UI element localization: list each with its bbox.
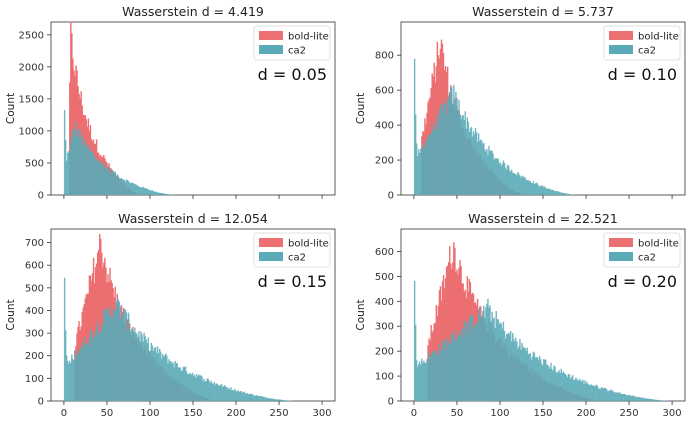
x-tick-label: 150 (183, 408, 202, 419)
chart-title: Wasserstein d = 5.737 (472, 4, 614, 19)
y-axis-label: Count (5, 93, 17, 124)
subplot-1: 0 500 1000 1500 2000 2500 Count Wasserstein d =… (5, 4, 335, 202)
y-tick-label: 600 (375, 247, 394, 258)
y-tick-label: 0 (38, 191, 44, 202)
x-tick-label: 200 (576, 408, 595, 419)
y-tick-label: 0 (388, 191, 394, 202)
y-axis-label: Count (5, 299, 17, 330)
y-tick-label: 300 (25, 329, 44, 340)
legend: bold-lite ca2 (604, 233, 680, 267)
y-tick-label: 1000 (19, 126, 44, 137)
y-tick-label: 500 (375, 272, 394, 283)
x-tick-label: 0 (411, 408, 417, 419)
x-tick-label: 100 (140, 408, 159, 419)
x-tick-label: 100 (490, 408, 509, 419)
y-tick-label: 200 (25, 351, 44, 362)
y-tick-label: 2500 (19, 30, 44, 41)
y-tick-label: 100 (375, 372, 394, 383)
y-tick-label: 200 (375, 156, 394, 167)
y-tick-label: 400 (25, 306, 44, 317)
legend: bold-lite ca2 (604, 26, 680, 60)
legend-label: ca2 (638, 46, 656, 57)
y-axis-label: Count (355, 93, 367, 124)
x-tick-label: 250 (620, 408, 639, 419)
y-tick-label: 600 (25, 261, 44, 272)
annotation: d = 0.15 (258, 272, 327, 291)
y-tick-label: 0 (38, 397, 44, 408)
y-tick-label: 600 (375, 86, 394, 97)
y-tick-label: 400 (375, 121, 394, 132)
y-tick-label: 400 (375, 297, 394, 308)
x-tick-label: 300 (663, 408, 682, 419)
legend-swatch (259, 252, 283, 261)
legend-swatch (259, 45, 283, 54)
legend-label: bold-lite (288, 239, 329, 250)
x-tick-label: 150 (533, 408, 552, 419)
y-tick-label: 500 (25, 283, 44, 294)
y-tick-label: 800 (375, 51, 394, 62)
annotation: d = 0.20 (608, 272, 677, 291)
legend-label: bold-lite (288, 32, 329, 43)
x-tick-label: 0 (61, 408, 67, 419)
legend-swatch (609, 238, 633, 247)
legend: bold-lite ca2 (254, 233, 330, 267)
legend-label: ca2 (638, 253, 656, 264)
chart-title: Wasserstein d = 12.054 (118, 211, 268, 226)
x-tick-label: 50 (451, 408, 464, 419)
legend-label: ca2 (288, 253, 306, 264)
annotation: d = 0.05 (258, 65, 327, 84)
x-tick-label: 300 (313, 408, 332, 419)
chart-title: Wasserstein d = 22.521 (468, 211, 618, 226)
legend: bold-lite ca2 (254, 26, 330, 60)
y-tick-label: 1500 (19, 94, 44, 105)
y-tick-label: 700 (25, 238, 44, 249)
y-axis-label: Count (355, 299, 367, 330)
x-tick-label: 50 (101, 408, 114, 419)
legend-label: bold-lite (638, 32, 679, 43)
chart-title: Wasserstein d = 4.419 (122, 4, 264, 19)
subplot-2: 0 200 400 600 800 Count Wasserstein d = 5.737 d… (355, 4, 685, 202)
y-tick-label: 0 (388, 397, 394, 408)
legend-swatch (259, 238, 283, 247)
y-tick-label: 2000 (19, 62, 44, 73)
annotation: d = 0.10 (608, 65, 677, 84)
legend-swatch (609, 45, 633, 54)
x-tick-label: 250 (270, 408, 289, 419)
legend-swatch (609, 252, 633, 261)
legend-label: bold-lite (638, 239, 679, 250)
subplot-4: 0 100 200 300 400 500 600 0 50 100 150 200 250 300 Cou… (355, 211, 685, 419)
y-tick-label: 500 (25, 158, 44, 169)
legend-swatch (609, 31, 633, 40)
legend-label: ca2 (288, 46, 306, 57)
subplot-3: 0 100 200 300 400 500 600 700 0 50 100 150 200 250 300… (5, 211, 335, 419)
x-tick-label: 200 (226, 408, 245, 419)
y-tick-label: 100 (25, 374, 44, 385)
y-tick-label: 300 (375, 322, 394, 333)
legend-swatch (259, 31, 283, 40)
y-tick-label: 200 (375, 347, 394, 358)
